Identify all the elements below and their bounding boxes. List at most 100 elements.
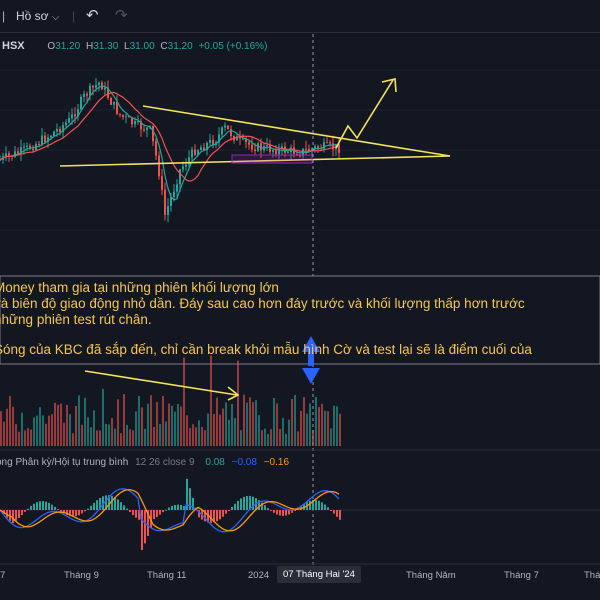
volume-trend-line — [84, 370, 238, 396]
macd-histogram-bar — [69, 510, 71, 517]
macd-histogram-bar — [336, 510, 338, 517]
candle-body — [44, 135, 46, 142]
macd-histogram-bar — [36, 502, 38, 510]
candle-body — [278, 148, 280, 155]
candle-body — [26, 145, 28, 147]
arrowhead — [381, 78, 397, 93]
macd-histogram-bar — [225, 510, 227, 514]
undo-icon[interactable]: ↶ — [86, 7, 99, 24]
volume-bar — [279, 429, 281, 446]
volume-bar — [258, 415, 260, 446]
volume-bar — [114, 428, 116, 446]
macd-histogram-bar — [147, 510, 149, 536]
candle-body — [62, 125, 64, 133]
note-line: Money tham gia tại những phiên khối lượn… — [0, 280, 279, 295]
volume-bar — [45, 423, 47, 446]
candle-body — [308, 148, 310, 151]
volume-bar — [324, 410, 326, 446]
volume-bar — [201, 426, 203, 446]
macd-histogram-bar — [30, 505, 32, 510]
candle-body — [269, 145, 271, 152]
volume-bar — [99, 430, 101, 446]
vertical-divider: | — [2, 9, 6, 23]
volume-bar — [3, 421, 5, 446]
macd-histogram-bar — [138, 510, 140, 520]
volume-bar — [288, 419, 290, 446]
candle-body — [59, 128, 61, 133]
top-toolbar: | Hồ sơ ⌵ | ↶ ↷ — [0, 0, 600, 33]
macd-histogram-bar — [99, 497, 101, 510]
candle-body — [338, 144, 340, 153]
macd-histogram-bar — [234, 503, 236, 510]
volume-bar — [72, 433, 74, 446]
candle-body — [299, 155, 301, 157]
candle-body — [98, 82, 100, 86]
macd-histogram-bar — [54, 506, 56, 510]
candle-body — [266, 145, 268, 147]
macd-histogram-bar — [105, 495, 107, 510]
volume-bar — [234, 418, 236, 446]
volume-bar — [30, 429, 32, 446]
volume-bar — [270, 429, 272, 446]
candle-body — [140, 121, 142, 130]
volume-bar — [330, 428, 332, 446]
macd-histogram-bar — [330, 510, 332, 511]
volume-bar — [273, 397, 275, 446]
candle-body — [53, 131, 55, 136]
x-tick-label: Tháng Năm — [406, 570, 456, 581]
candle-body — [65, 122, 67, 126]
macd-histogram-bar — [81, 510, 83, 514]
candle-body — [191, 149, 193, 158]
high-value: 31.30 — [93, 41, 119, 52]
candle-body — [95, 85, 97, 88]
candle-body — [8, 153, 10, 156]
volume-bar — [147, 403, 149, 446]
macd-histogram-bar — [90, 505, 92, 510]
macd-histogram-bar — [60, 510, 62, 512]
macd-histogram-bar — [174, 504, 176, 510]
volume-bar — [291, 399, 293, 446]
candle-body — [0, 159, 1, 161]
candle-body — [146, 127, 148, 131]
macd-histogram-bar — [12, 510, 14, 524]
macd-histogram-bar — [333, 510, 335, 514]
redo-icon[interactable]: ↷ — [115, 7, 128, 24]
macd-histogram-bar — [111, 495, 113, 510]
symbol-label: HSX — [2, 40, 25, 52]
volume-bar — [165, 421, 167, 446]
breakout-projection — [335, 79, 394, 149]
candle-body — [137, 121, 139, 123]
macd-histogram-bar — [159, 510, 161, 515]
vertical-divider: | — [72, 9, 76, 23]
candle-body — [314, 146, 316, 149]
volume-bar — [117, 399, 119, 446]
volume-bar — [12, 406, 14, 446]
macd-histogram-bar — [153, 510, 155, 520]
profile-menu[interactable]: Hồ sơ ⌵ — [16, 9, 60, 23]
macd-histogram-bar — [84, 510, 86, 512]
candle-body — [119, 113, 121, 115]
volume-bar — [138, 396, 140, 446]
candle-body — [17, 151, 19, 154]
volume-bar — [264, 428, 266, 446]
volume-bar — [132, 430, 134, 446]
volume-bar — [306, 413, 308, 446]
candle-body — [272, 150, 274, 152]
note-box — [0, 275, 600, 365]
macd-histogram-bar — [258, 500, 260, 510]
macd-histogram-bar — [252, 496, 254, 510]
macd-histogram-bar — [261, 502, 263, 510]
volume-bar — [207, 413, 209, 446]
volume-bar — [327, 411, 329, 446]
candle-body — [221, 127, 223, 135]
candle-body — [143, 129, 145, 131]
volume-bar — [39, 407, 41, 446]
volume-bar — [90, 427, 92, 446]
candle-body — [317, 146, 319, 149]
volume-bar — [249, 397, 251, 446]
volume-bar — [300, 410, 302, 446]
macd-histogram-bar — [309, 500, 311, 510]
macd-histogram-bar — [270, 510, 272, 511]
candle-body — [20, 147, 22, 154]
